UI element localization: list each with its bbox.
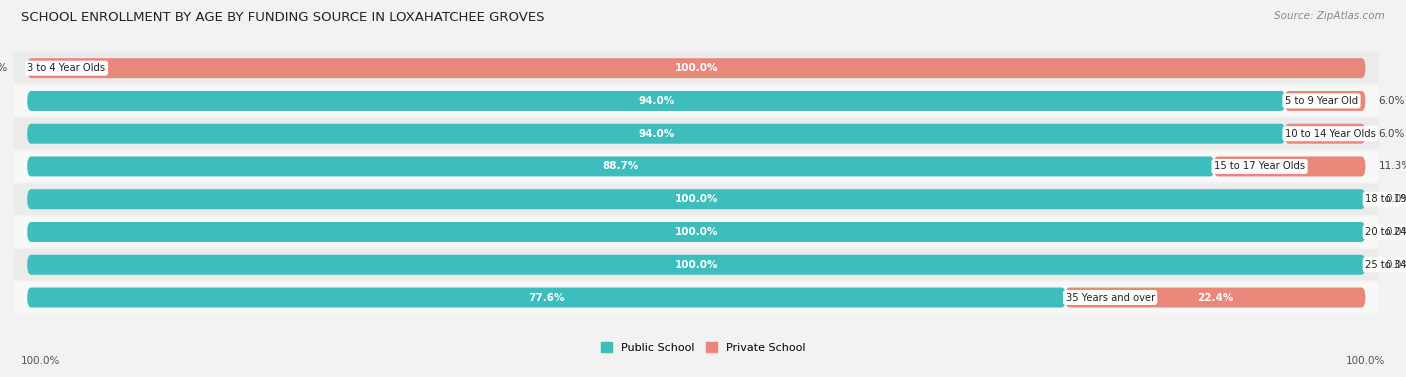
Text: 5 to 9 Year Old: 5 to 9 Year Old xyxy=(1285,96,1358,106)
FancyBboxPatch shape xyxy=(27,156,1215,176)
FancyBboxPatch shape xyxy=(14,184,1378,215)
Text: 25 to 34 Year Olds: 25 to 34 Year Olds xyxy=(1365,260,1406,270)
Text: 35 Years and over: 35 Years and over xyxy=(1066,293,1154,302)
FancyBboxPatch shape xyxy=(27,58,1365,78)
Text: 6.0%: 6.0% xyxy=(1378,129,1405,139)
FancyBboxPatch shape xyxy=(1285,124,1365,144)
Text: 100.0%: 100.0% xyxy=(675,63,718,73)
Text: 22.4%: 22.4% xyxy=(1197,293,1233,302)
Text: Source: ZipAtlas.com: Source: ZipAtlas.com xyxy=(1274,11,1385,21)
Text: 100.0%: 100.0% xyxy=(675,227,718,237)
Text: SCHOOL ENROLLMENT BY AGE BY FUNDING SOURCE IN LOXAHATCHEE GROVES: SCHOOL ENROLLMENT BY AGE BY FUNDING SOUR… xyxy=(21,11,544,24)
FancyBboxPatch shape xyxy=(14,282,1378,313)
FancyBboxPatch shape xyxy=(1066,288,1365,308)
FancyBboxPatch shape xyxy=(14,53,1378,84)
Text: 0.0%: 0.0% xyxy=(1385,227,1406,237)
Text: 100.0%: 100.0% xyxy=(675,194,718,204)
Text: 100.0%: 100.0% xyxy=(1346,356,1385,366)
FancyBboxPatch shape xyxy=(14,118,1378,149)
Text: 0.0%: 0.0% xyxy=(1385,260,1406,270)
Text: 10 to 14 Year Olds: 10 to 14 Year Olds xyxy=(1285,129,1376,139)
Text: 94.0%: 94.0% xyxy=(638,96,675,106)
Legend: Public School, Private School: Public School, Private School xyxy=(598,339,808,356)
Text: 77.6%: 77.6% xyxy=(529,293,565,302)
Text: 15 to 17 Year Olds: 15 to 17 Year Olds xyxy=(1213,161,1305,172)
FancyBboxPatch shape xyxy=(1285,91,1365,111)
Text: 3 to 4 Year Olds: 3 to 4 Year Olds xyxy=(28,63,105,73)
FancyBboxPatch shape xyxy=(27,124,1285,144)
FancyBboxPatch shape xyxy=(27,288,1066,308)
FancyBboxPatch shape xyxy=(27,255,1365,275)
Text: 11.3%: 11.3% xyxy=(1378,161,1406,172)
FancyBboxPatch shape xyxy=(27,222,1365,242)
FancyBboxPatch shape xyxy=(14,86,1378,116)
Text: 18 to 19 Year Olds: 18 to 19 Year Olds xyxy=(1365,194,1406,204)
FancyBboxPatch shape xyxy=(14,249,1378,280)
Text: 94.0%: 94.0% xyxy=(638,129,675,139)
Text: 20 to 24 Year Olds: 20 to 24 Year Olds xyxy=(1365,227,1406,237)
FancyBboxPatch shape xyxy=(14,217,1378,247)
Text: 100.0%: 100.0% xyxy=(21,356,60,366)
FancyBboxPatch shape xyxy=(27,189,1365,209)
Text: 88.7%: 88.7% xyxy=(603,161,638,172)
FancyBboxPatch shape xyxy=(14,151,1378,182)
Text: 6.0%: 6.0% xyxy=(1378,96,1405,106)
FancyBboxPatch shape xyxy=(1213,156,1365,176)
Text: 0.0%: 0.0% xyxy=(1385,194,1406,204)
Text: 0.0%: 0.0% xyxy=(0,63,7,73)
FancyBboxPatch shape xyxy=(27,91,1285,111)
Text: 100.0%: 100.0% xyxy=(675,260,718,270)
